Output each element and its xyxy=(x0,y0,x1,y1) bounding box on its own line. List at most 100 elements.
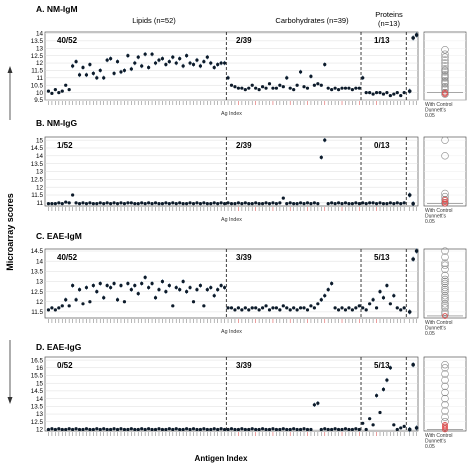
data-point xyxy=(174,61,178,65)
significance-fraction: 5/13 xyxy=(374,253,390,262)
data-point xyxy=(67,88,71,92)
control-point xyxy=(414,426,419,430)
data-point xyxy=(350,427,354,432)
data-point xyxy=(160,57,165,61)
data-point xyxy=(250,306,254,310)
data-point xyxy=(381,202,386,206)
data-point xyxy=(178,287,182,292)
data-point xyxy=(361,306,365,310)
data-point xyxy=(53,202,57,206)
comparison-circle xyxy=(441,277,449,286)
y-tick-label: 16.5 xyxy=(31,357,44,364)
data-point xyxy=(229,202,234,206)
data-point xyxy=(74,59,78,64)
data-point xyxy=(267,427,272,432)
data-point xyxy=(388,201,392,205)
data-point xyxy=(226,76,230,80)
data-point xyxy=(274,86,278,90)
data-point xyxy=(357,86,361,90)
data-point xyxy=(91,427,95,432)
data-point xyxy=(147,427,151,431)
data-point xyxy=(174,427,178,431)
comparison-frame xyxy=(423,356,467,432)
data-point xyxy=(326,287,330,292)
y-tick-label: 15.5 xyxy=(31,373,44,380)
data-point xyxy=(309,202,313,206)
comparison-circle xyxy=(441,152,449,160)
data-point xyxy=(143,52,147,56)
data-point xyxy=(202,59,206,64)
data-point xyxy=(122,300,127,304)
data-point xyxy=(115,427,120,432)
data-point xyxy=(198,427,203,432)
data-point xyxy=(112,71,116,75)
comparison-label-line: With Control xyxy=(425,102,453,108)
data-point xyxy=(119,427,123,431)
data-point xyxy=(316,302,320,306)
data-point xyxy=(88,300,92,304)
significance-fraction: 1/13 xyxy=(374,36,390,45)
data-point xyxy=(81,65,85,70)
data-point xyxy=(305,86,310,90)
data-point xyxy=(60,427,64,432)
comparison-circle xyxy=(441,59,449,67)
data-point xyxy=(336,88,341,92)
data-point xyxy=(250,83,254,87)
data-point xyxy=(354,306,358,310)
data-point xyxy=(181,427,185,432)
comparison-circle xyxy=(441,136,449,144)
data-point xyxy=(57,91,61,95)
data-point xyxy=(247,202,251,206)
comparison-circle-control xyxy=(442,91,448,97)
comparison-circle xyxy=(441,71,449,79)
comparison-circle xyxy=(441,85,449,94)
data-point xyxy=(102,427,106,431)
y-axis-label: Microarray scores xyxy=(5,193,15,271)
data-point xyxy=(46,427,51,432)
data-point xyxy=(371,201,375,205)
data-point xyxy=(395,91,399,95)
comparison-circle-control xyxy=(442,425,448,431)
y-tick-label: 13.5 xyxy=(31,404,44,411)
data-point xyxy=(267,308,272,312)
comparison-circle xyxy=(441,300,449,308)
data-point xyxy=(160,427,165,432)
data-point xyxy=(395,306,399,310)
data-point xyxy=(350,308,354,312)
data-point xyxy=(285,306,289,310)
data-point xyxy=(388,93,392,98)
data-point xyxy=(164,290,168,294)
data-point xyxy=(402,201,406,205)
y-tick-label: 13 xyxy=(36,279,44,286)
panel-title: A. NM-IgM xyxy=(36,4,78,14)
data-point xyxy=(64,200,68,204)
data-point xyxy=(385,202,389,206)
data-point xyxy=(57,201,61,205)
data-point xyxy=(129,201,133,205)
data-point xyxy=(112,427,116,431)
data-point xyxy=(95,427,99,431)
data-point xyxy=(392,423,396,427)
data-point xyxy=(240,308,244,312)
data-point xyxy=(257,202,261,206)
data-point xyxy=(171,201,175,205)
y-arrow-down-head xyxy=(7,397,13,404)
data-point xyxy=(53,308,57,312)
comparison-circle xyxy=(441,46,449,54)
data-point xyxy=(395,201,399,205)
data-point xyxy=(285,427,289,432)
comparison-circle xyxy=(441,78,449,86)
data-point xyxy=(67,201,71,205)
data-point xyxy=(195,287,199,292)
data-point xyxy=(323,294,327,298)
data-point xyxy=(216,427,220,432)
control-point xyxy=(407,89,412,93)
data-point xyxy=(219,61,223,65)
comparison-circle xyxy=(441,291,449,300)
data-point xyxy=(364,91,368,95)
control-point xyxy=(411,36,415,40)
data-point xyxy=(122,202,127,206)
data-point xyxy=(236,427,241,432)
data-point xyxy=(285,202,289,206)
